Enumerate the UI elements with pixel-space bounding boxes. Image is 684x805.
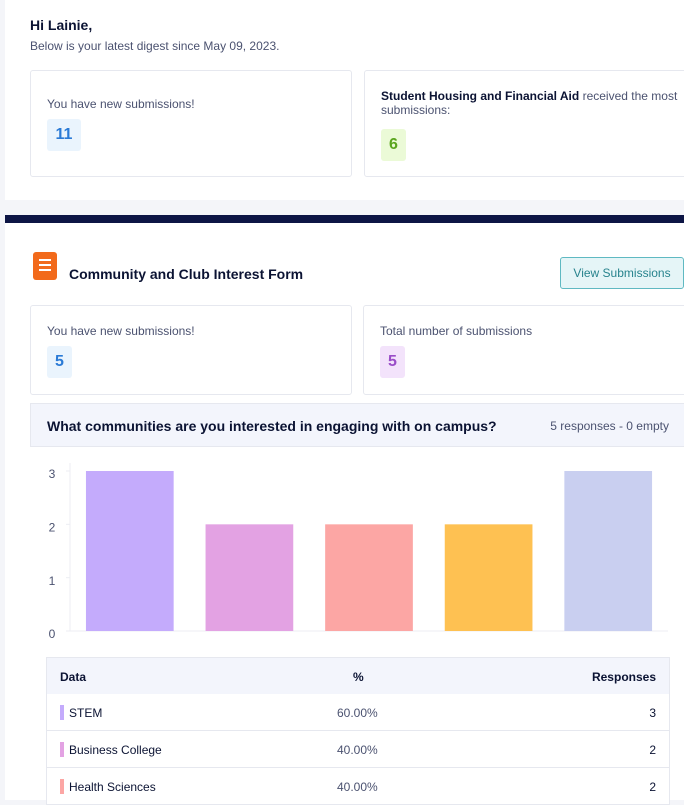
- view-submissions-button[interactable]: View Submissions: [560, 257, 684, 289]
- stat-label: Student Housing and Financial Aid receiv…: [381, 89, 681, 117]
- stat-suffix: received the most submissions:: [381, 89, 678, 117]
- stat-label: You have new submissions!: [47, 324, 195, 338]
- form-name: Student Housing and Financial Aid: [381, 89, 580, 103]
- question-header: What communities are you interested in e…: [30, 403, 684, 447]
- digest-note: Below is your latest digest since May 09…: [30, 39, 280, 53]
- stat-count: 6: [381, 129, 406, 161]
- color-swatch: [60, 779, 64, 794]
- greeting: Hi Lainie,: [30, 17, 93, 33]
- bar: [325, 524, 413, 631]
- table-cell: STEM: [69, 706, 103, 720]
- table-row: Business College 40.00% 2: [46, 731, 670, 768]
- header-cell: Data: [60, 670, 87, 684]
- stat-box: You have new submissions! 11: [30, 70, 352, 177]
- stat-box: You have new submissions! 5: [30, 305, 352, 395]
- table-cell: Health Sciences: [69, 780, 156, 794]
- table-cell: 40.00%: [337, 743, 378, 757]
- stat-label: You have new submissions!: [47, 97, 195, 111]
- stat-count: 5: [380, 346, 405, 378]
- bar-chart: 0 1 2 3: [49, 463, 668, 641]
- bar: [444, 524, 533, 631]
- color-swatch: [60, 705, 64, 720]
- table-cell: 3: [649, 706, 656, 720]
- table-cell: 2: [649, 780, 656, 794]
- y-tick-label: 0: [49, 627, 56, 641]
- table-cell: 60.00%: [337, 706, 378, 720]
- table-header: Data % Responses: [46, 657, 670, 695]
- header-cell: Responses: [591, 670, 656, 684]
- y-tick-label: 3: [49, 467, 56, 481]
- digest-card: Hi Lainie, Below is your latest digest s…: [5, 0, 684, 200]
- color-swatch: [60, 742, 64, 757]
- header-cell: %: [353, 670, 364, 684]
- bar: [85, 471, 174, 631]
- form-title: Community and Club Interest Form: [69, 266, 304, 282]
- table-row: STEM 60.00% 3: [46, 694, 670, 731]
- stat-count: 5: [47, 346, 72, 378]
- bar: [205, 524, 294, 631]
- table-cell: Business College: [69, 743, 162, 757]
- y-tick-label: 2: [49, 521, 56, 535]
- y-tick-label: 1: [49, 574, 56, 588]
- form-icon: [33, 252, 57, 280]
- stat-label: Total number of submissions: [380, 324, 533, 338]
- stat-box: Total number of submissions 5: [363, 305, 684, 395]
- table-cell: 2: [649, 743, 656, 757]
- question-meta: 5 responses - 0 empty: [550, 419, 669, 433]
- question-title: What communities are you interested in e…: [47, 418, 497, 434]
- table-row: Health Sciences 40.00% 2: [46, 768, 670, 805]
- bar: [564, 471, 653, 631]
- table-cell: 40.00%: [337, 780, 378, 794]
- stat-box: Student Housing and Financial Aid receiv…: [364, 70, 684, 177]
- stat-count: 11: [47, 119, 81, 151]
